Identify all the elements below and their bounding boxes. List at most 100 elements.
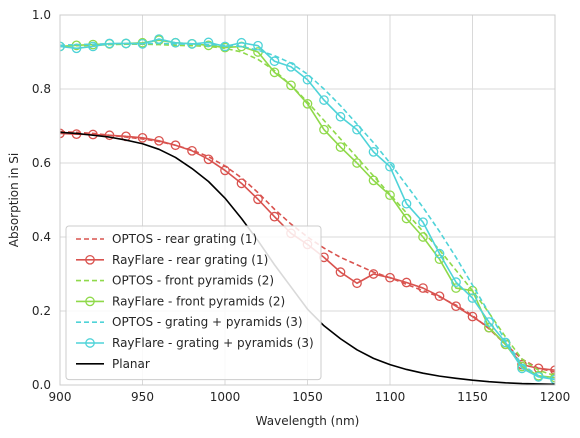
y-tick-label: 0.0	[32, 378, 51, 392]
legend-marker	[85, 296, 95, 307]
data-point	[451, 301, 461, 312]
data-point	[385, 161, 395, 172]
data-point	[418, 217, 428, 228]
data-point	[451, 283, 461, 293]
data-point	[137, 132, 148, 143]
data-point	[335, 142, 346, 152]
data-point	[220, 41, 230, 52]
data-point	[401, 198, 412, 209]
x-tick-label: 1000	[210, 390, 241, 404]
data-point	[269, 67, 280, 78]
legend-marker	[85, 338, 95, 348]
data-point	[170, 140, 181, 151]
series-line	[60, 130, 555, 373]
data-point	[104, 130, 115, 141]
legend-item: RayFlare - front pyramids (2)	[76, 294, 285, 308]
data-point	[401, 277, 412, 288]
y-tick-label: 1.0	[32, 8, 51, 22]
data-point	[286, 80, 296, 91]
data-point	[236, 37, 247, 48]
data-point	[154, 34, 164, 44]
data-point	[467, 311, 478, 322]
data-point	[137, 39, 148, 49]
data-point	[484, 317, 494, 327]
series-0	[60, 130, 555, 373]
data-point	[286, 61, 296, 72]
data-point	[434, 291, 445, 302]
data-point	[187, 39, 197, 49]
data-point	[319, 95, 329, 105]
data-point	[500, 337, 511, 348]
data-point	[121, 38, 131, 49]
data-point	[434, 248, 445, 259]
x-tick-label: 950	[131, 390, 154, 404]
tick-labels: 900 950 1000 1050 1100 1150 1200 0.0 0.2 0.4 0.6 0.…	[32, 8, 570, 404]
data-point	[368, 269, 379, 279]
data-point	[385, 272, 395, 283]
data-point	[60, 41, 65, 52]
legend-item: RayFlare - rear grating (1)	[76, 253, 268, 267]
data-point	[451, 277, 461, 287]
data-point	[368, 147, 379, 157]
data-point	[302, 74, 313, 85]
x-tick-label: 1200	[540, 390, 571, 404]
y-tick-label: 0.2	[32, 304, 51, 318]
data-point	[104, 38, 115, 49]
data-point	[418, 283, 428, 293]
data-point	[352, 158, 362, 168]
legend-label: Planar	[112, 357, 150, 371]
x-tick-label: 900	[49, 390, 72, 404]
legend-box	[65, 225, 322, 381]
y-tick-label: 0.8	[32, 82, 51, 96]
data-point	[236, 178, 247, 189]
data-point	[71, 43, 82, 54]
data-point	[352, 124, 362, 135]
data-point	[385, 190, 395, 201]
plot-frame	[59, 14, 556, 386]
data-point	[203, 37, 214, 48]
legend-label: RayFlare - rear grating (1)	[112, 253, 268, 267]
x-tick-label: 1100	[375, 390, 406, 404]
legend-item: RayFlare - grating + pyramids (3)	[76, 336, 314, 350]
data-point	[335, 267, 346, 277]
data-point	[253, 194, 263, 205]
y-axis-label: Absorption in Si	[7, 153, 21, 247]
data-point	[467, 293, 478, 303]
legend-item: OPTOS - front pyramids (2)	[76, 274, 274, 288]
data-point	[154, 135, 164, 146]
legend-label: OPTOS - rear grating (1)	[112, 232, 257, 246]
data-point	[269, 56, 280, 67]
data-point	[187, 145, 197, 156]
series-line	[60, 38, 555, 381]
axes-frame	[59, 14, 556, 386]
data-point	[60, 128, 65, 139]
legend-label: OPTOS - front pyramids (2)	[112, 274, 274, 288]
data-point	[335, 111, 346, 122]
legend: OPTOS - rear grating (1) RayFlare - rear …	[65, 225, 322, 381]
data-point	[517, 363, 527, 374]
x-tick-label: 1050	[292, 390, 323, 404]
data-point	[418, 232, 428, 242]
y-tick-label: 0.6	[32, 156, 51, 170]
y-tick-label: 0.4	[32, 230, 51, 244]
data-point	[302, 98, 313, 109]
x-tick-label: 1150	[457, 390, 488, 404]
legend-label: RayFlare - front pyramids (2)	[112, 294, 285, 308]
data-point	[269, 211, 280, 222]
x-axis-label: Wavelength (nm)	[256, 414, 360, 428]
data-point	[203, 154, 214, 165]
data-point	[368, 175, 379, 186]
legend-item: OPTOS - grating + pyramids (3)	[76, 315, 303, 329]
data-point	[220, 165, 230, 176]
data-point	[253, 40, 263, 51]
data-point	[401, 213, 412, 224]
legend-item: OPTOS - rear grating (1)	[76, 232, 257, 246]
data-point	[88, 41, 98, 52]
data-point	[170, 37, 181, 48]
legend-item: Planar	[76, 357, 150, 371]
legend-label: OPTOS - grating + pyramids (3)	[112, 315, 303, 329]
data-point	[352, 278, 362, 289]
data-point	[319, 124, 329, 135]
